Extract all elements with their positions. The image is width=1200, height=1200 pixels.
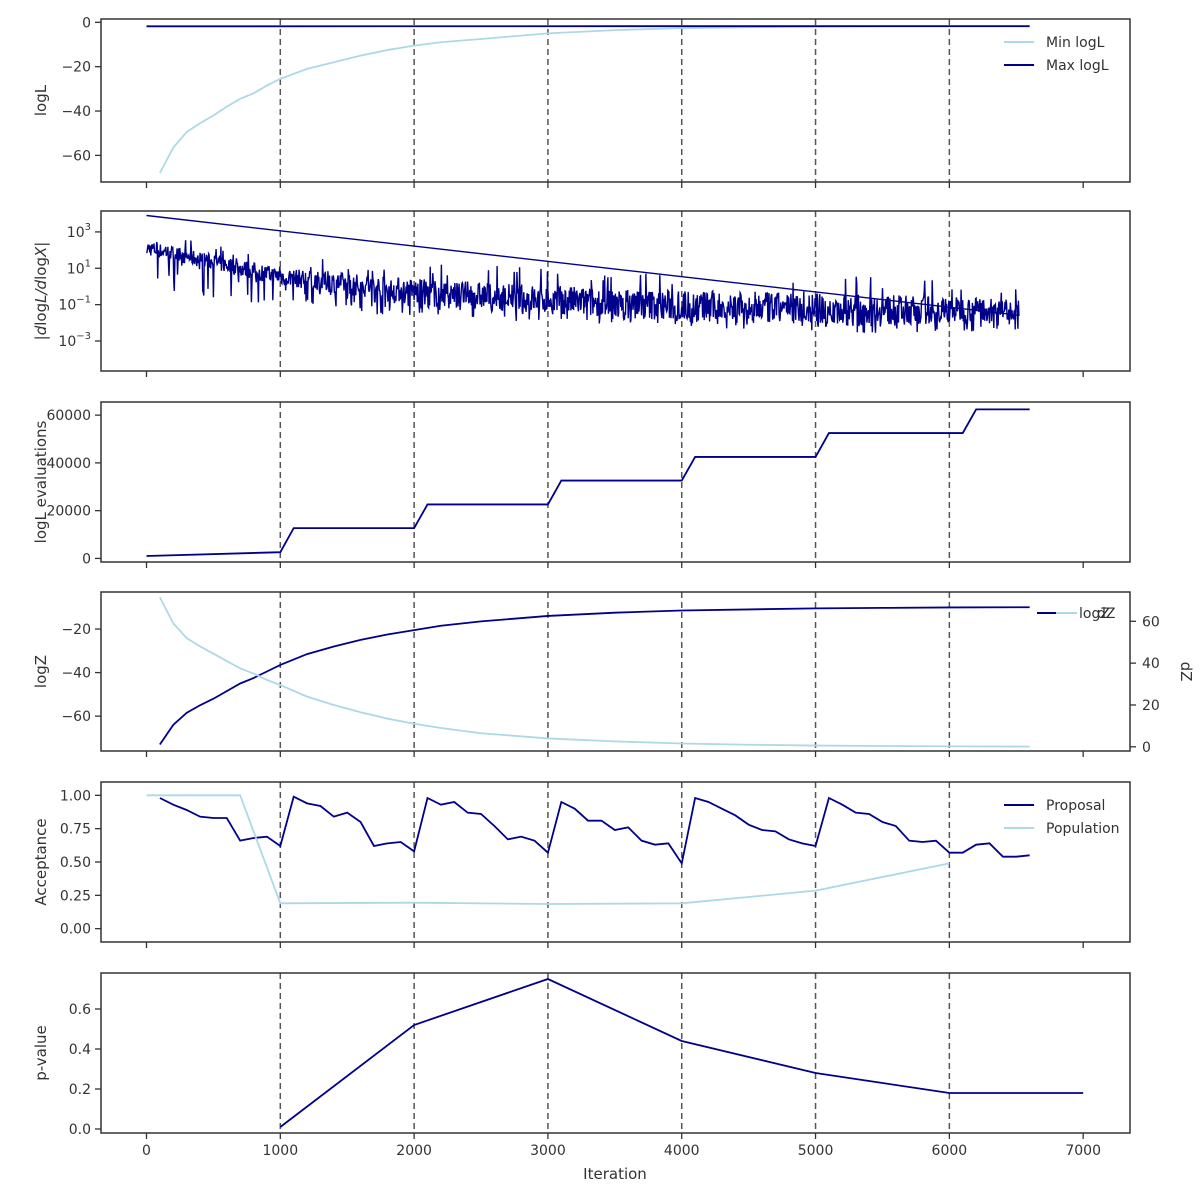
y-tick-label: 0.0 xyxy=(69,1122,91,1138)
logz-series-line xyxy=(159,606,1030,745)
axes-frame xyxy=(100,18,1131,183)
legend-label: dZ xyxy=(1097,606,1115,622)
y-tick-label: −60 xyxy=(61,148,91,164)
y2-tick-label: 0 xyxy=(1142,740,1151,756)
dz-series-line xyxy=(159,596,1030,748)
logl-evaluations-series-line xyxy=(146,408,1030,557)
axes-frame xyxy=(100,591,1131,752)
y-axis-label: logL xyxy=(32,84,50,116)
legend-label: Min logL xyxy=(1046,35,1105,51)
x-tick-label: 7000 xyxy=(1065,1143,1101,1159)
axes-frame xyxy=(100,210,1131,372)
y-tick-label: 0.2 xyxy=(69,1082,91,1098)
legend-label: Proposal xyxy=(1046,798,1105,814)
y2-axis-label: dZ xyxy=(1177,662,1195,682)
population-series-line xyxy=(146,794,950,905)
y-tick-label: 0.4 xyxy=(69,1042,91,1058)
x-tick-label: 2000 xyxy=(396,1143,432,1159)
y-tick-label: 40000 xyxy=(46,456,91,472)
y-tick-label: −20 xyxy=(61,622,91,638)
axes-frame xyxy=(100,781,1131,943)
panel-6: 0.0 0.2 0.4 0.6 0 1000 2000 3000 4000 5000 6000 700… xyxy=(32,972,1131,1159)
panel-1: 0 −20 −40 −60 logL Min logL Max logL xyxy=(32,15,1131,188)
y-axis-label: |dlogL/dlogX| xyxy=(32,242,50,341)
y-tick-label: 1.00 xyxy=(60,788,91,804)
x-tick-label: 1000 xyxy=(262,1143,298,1159)
legend-label: logZ xyxy=(1079,606,1110,622)
y-tick-label: 10−3 xyxy=(58,331,91,350)
y-tick-label: 20000 xyxy=(46,504,91,520)
y-axis-label: logL evaluations xyxy=(32,420,50,543)
y-axis-label: Acceptance xyxy=(32,818,50,905)
y-tick-label: 0.6 xyxy=(69,1002,91,1018)
y-tick-label: −40 xyxy=(61,666,91,682)
y-tick-label: 103 xyxy=(67,222,91,241)
p-value-series-line xyxy=(279,978,1084,1128)
y-tick-label: 0.00 xyxy=(60,922,91,938)
x-tick-label: 0 xyxy=(142,1143,151,1159)
x-tick-label: 6000 xyxy=(932,1143,968,1159)
y-tick-label: 0 xyxy=(82,551,91,567)
y-tick-label: −40 xyxy=(61,104,91,120)
y-tick-label: −60 xyxy=(61,709,91,725)
x-axis-label: Iteration xyxy=(583,1165,647,1183)
y-tick-label: 0 xyxy=(82,15,91,31)
x-tick-label: 5000 xyxy=(798,1143,834,1159)
axes-frame xyxy=(100,401,1131,563)
y2-tick-label: 60 xyxy=(1142,614,1160,630)
panels: 0 −20 −40 −60 logL Min logL Max logL 103 101 10−1… xyxy=(32,15,1195,1159)
axes-frame xyxy=(100,972,1131,1134)
min-logl-series-line xyxy=(159,25,1030,174)
y-tick-label: 0.50 xyxy=(60,855,91,871)
gradient-series-line xyxy=(145,214,1020,333)
y-tick-label: 0.25 xyxy=(60,888,91,904)
y-tick-label: 0.75 xyxy=(60,822,91,838)
y-tick-label: 60000 xyxy=(46,408,91,424)
panel-2: 103 101 10−1 10−3 |dlogL/dlogX| xyxy=(32,210,1131,377)
y-axis-label: logZ xyxy=(32,655,50,688)
y-tick-label: 10−1 xyxy=(58,295,91,314)
y2-tick-label: 40 xyxy=(1142,656,1160,672)
y-tick-label: 101 xyxy=(67,258,91,277)
x-tick-label: 3000 xyxy=(530,1143,566,1159)
y-tick-label: −20 xyxy=(61,60,91,76)
legend-label: Population xyxy=(1046,821,1120,837)
y-axis-label: p-value xyxy=(32,1025,50,1081)
proposal-series-line xyxy=(159,795,1030,866)
legend-label: Max logL xyxy=(1046,58,1109,74)
x-tick-label: 4000 xyxy=(664,1143,700,1159)
panel-5: 0.00 0.25 0.50 0.75 1.00 Acceptance Proposal Po… xyxy=(32,781,1131,948)
y2-tick-label: 20 xyxy=(1142,698,1160,714)
